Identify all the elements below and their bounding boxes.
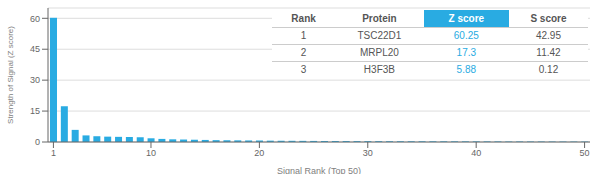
html-text:MRPL20: MRPL20: [360, 47, 399, 58]
svg-text:15: 15: [30, 106, 40, 116]
svg-text:0: 0: [35, 137, 40, 147]
html-text:2: 2: [300, 47, 307, 58]
html-text:17.3: 17.3: [456, 47, 476, 58]
html-text:60.25: 60.25: [453, 30, 479, 41]
html-text:11.42: 11.42: [536, 47, 561, 58]
svg-text:Strength of Signal (Z score): Strength of Signal (Z score): [8, 26, 15, 124]
html-text:Z score: Z score: [448, 12, 485, 24]
svg-text:30: 30: [363, 148, 373, 158]
html-text:Rank: Rank: [291, 12, 316, 24]
svg-text:50: 50: [580, 148, 590, 158]
svg-text:30: 30: [30, 75, 40, 85]
svg-text:Signal Rank (Top 50): Signal Rank (Top 50): [277, 166, 361, 174]
svg-text:40: 40: [471, 148, 481, 158]
svg-text:20: 20: [254, 148, 264, 158]
html-text:3: 3: [300, 64, 307, 76]
svg-text:1: 1: [51, 148, 56, 158]
html-text:1: 1: [300, 30, 307, 41]
svg-text:60: 60: [30, 14, 40, 24]
html-text:0.12: 0.12: [538, 64, 559, 76]
svg-text:10: 10: [146, 148, 156, 158]
html-text:Protein: Protein: [362, 12, 397, 24]
html-text:42.95: 42.95: [536, 30, 561, 41]
svg-text:45: 45: [30, 44, 40, 54]
html-text:S score: S score: [530, 12, 567, 24]
html-text:5.88: 5.88: [456, 64, 476, 76]
html-text:H3F3B: H3F3B: [363, 64, 395, 76]
html-text:TSC22D1: TSC22D1: [357, 30, 402, 41]
